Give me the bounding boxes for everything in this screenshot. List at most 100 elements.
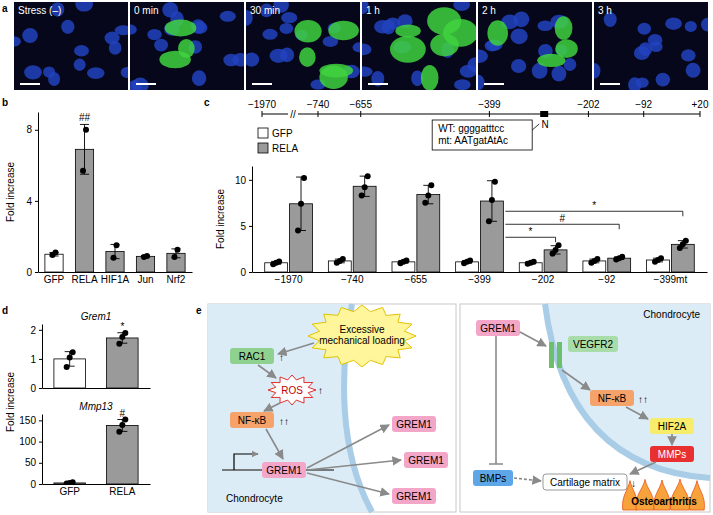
membrane xyxy=(545,304,710,478)
arrow xyxy=(307,425,389,468)
marks xyxy=(45,124,185,272)
micrograph-content xyxy=(246,2,360,90)
panel-label: e xyxy=(196,305,202,316)
figure: abcdeStress (–)0 min30 min1 h2 h3 h048GF… xyxy=(0,0,713,515)
y-tick-mark xyxy=(39,484,42,485)
y-tick-mark xyxy=(39,330,42,331)
data-point xyxy=(658,255,664,261)
panel-label: d xyxy=(2,305,8,316)
x-axis-line xyxy=(43,484,151,485)
position-label: −92 xyxy=(635,99,652,110)
y-axis-line xyxy=(42,325,43,389)
annotation: * xyxy=(592,200,596,211)
signal xyxy=(487,20,508,46)
data-point xyxy=(467,257,473,263)
promoter-line xyxy=(262,114,288,115)
nucleus xyxy=(121,67,128,79)
nucleus xyxy=(61,20,74,34)
signal xyxy=(421,65,439,90)
x-tick: Jun xyxy=(137,272,153,285)
data-point xyxy=(531,259,537,265)
bar xyxy=(417,195,440,272)
x-tick: −399mt xyxy=(654,272,688,285)
chart: 048GFPRELAHIF1AJunNrf2Fold increase## xyxy=(5,112,193,285)
cell-label: Chondrocyte xyxy=(226,493,283,504)
node-label: GREM1 xyxy=(408,455,444,466)
diagram: Excessivemechanical loadingRAC1↑ROS↑NF-κ… xyxy=(208,304,710,512)
micrograph-content xyxy=(14,2,128,90)
node-label: VEGFR2 xyxy=(573,339,613,350)
data-point xyxy=(489,197,495,203)
y-tick: 4 xyxy=(26,196,38,207)
position-label: −1970 xyxy=(248,99,277,110)
nucleus xyxy=(665,17,682,29)
x-tick-label: RELA xyxy=(71,274,97,285)
y-axis-line xyxy=(252,167,253,273)
data-point xyxy=(111,255,117,261)
data-point xyxy=(428,182,434,188)
data-point xyxy=(276,258,282,264)
data-point xyxy=(116,341,122,347)
scale-bar xyxy=(136,83,156,85)
micrograph: 2 h xyxy=(470,2,592,90)
data-point xyxy=(298,201,304,207)
annotation: * xyxy=(529,226,533,237)
nucleus xyxy=(454,79,471,90)
arrow xyxy=(278,343,314,354)
outcome-label: Osteoarthritis xyxy=(631,496,697,507)
micrograph-label: 30 min xyxy=(250,5,280,16)
x-tick-label: Jun xyxy=(137,274,153,285)
node-label: HIF2A xyxy=(658,421,687,432)
y-axis-title: Fold increase xyxy=(5,162,16,222)
y-tick-label: 150 xyxy=(19,415,36,426)
arrow xyxy=(562,370,590,390)
data-point xyxy=(340,256,346,262)
nucleus xyxy=(637,23,651,35)
nucleus xyxy=(594,63,600,78)
signal xyxy=(328,21,359,40)
x-tick: GFP xyxy=(44,272,65,285)
change-indicator: ↑↑ xyxy=(279,416,289,427)
y-tick-mark xyxy=(39,463,42,464)
y-tick-mark xyxy=(249,180,252,181)
x-tick-label: −399 xyxy=(468,274,491,285)
node-box xyxy=(392,488,436,504)
node-box xyxy=(473,470,513,486)
y-tick-mark xyxy=(35,201,38,202)
nucleus xyxy=(628,77,641,90)
y-tick: 0 xyxy=(240,267,252,278)
y-tick-mark xyxy=(249,226,252,227)
x-tick: −1970 xyxy=(275,272,304,285)
bar xyxy=(107,338,139,388)
promoter-map: //−1970−740−655−399−202−92+20NWT: ggggat… xyxy=(248,99,709,150)
scale-bar xyxy=(368,83,388,85)
node-box xyxy=(568,336,618,352)
data-point xyxy=(492,179,498,185)
burst xyxy=(268,375,316,405)
node-label: GREM1 xyxy=(480,323,516,334)
annotation: # xyxy=(120,408,126,419)
nucleus xyxy=(564,58,577,71)
legend-label: GFP xyxy=(272,128,293,139)
node-label: ROS xyxy=(281,385,303,396)
node-box xyxy=(230,348,274,364)
node-label: RAC1 xyxy=(239,351,266,362)
bracket xyxy=(505,224,619,229)
position-tick xyxy=(489,111,490,117)
nucleus xyxy=(478,75,485,90)
x-tick-label: Nrf2 xyxy=(167,274,186,285)
burst xyxy=(308,305,416,367)
signal xyxy=(165,19,197,36)
position-label: −740 xyxy=(307,99,330,110)
arrow xyxy=(307,473,389,494)
y-axis-line xyxy=(42,415,43,485)
signal xyxy=(537,54,565,67)
nucleus xyxy=(280,48,294,63)
legend-swatch xyxy=(258,143,268,153)
node-label: GREM1 xyxy=(396,419,432,430)
marks xyxy=(265,173,695,272)
y-tick: 8 xyxy=(26,124,38,135)
y-tick: 0 xyxy=(26,267,38,278)
y-tick: 2 xyxy=(30,325,42,336)
y-tick: 0 xyxy=(30,479,42,490)
